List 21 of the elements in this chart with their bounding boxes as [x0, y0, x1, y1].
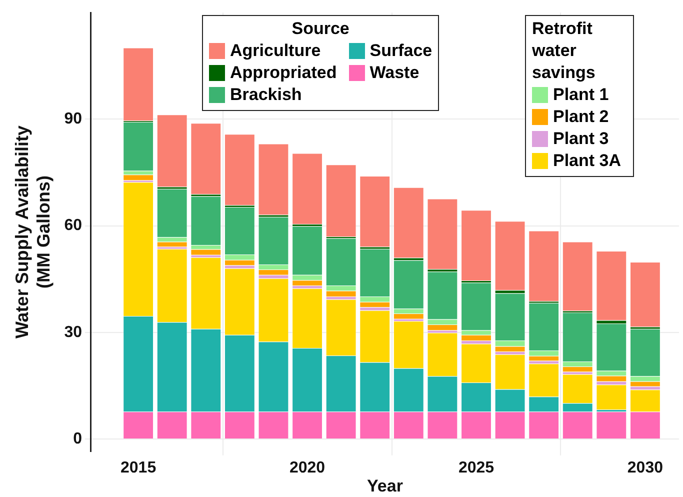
legend-label: Brackish — [230, 84, 302, 106]
y-tick-label: 90 — [64, 110, 82, 128]
x-tick-label: 2020 — [289, 459, 326, 476]
text: Source — [292, 19, 350, 38]
y-tick-label: 30 — [64, 324, 82, 341]
legend-label: Surface — [370, 40, 432, 62]
x-tick-label: 2015 — [120, 459, 156, 476]
text: Retrofit water savings — [532, 19, 596, 82]
legend-label: Plant 3 — [553, 128, 609, 150]
legend-label: Plant 3A — [553, 150, 622, 172]
y-tick-label: 0 — [73, 430, 82, 448]
legend-label: Appropriated — [230, 62, 337, 84]
legend-label: Plant 2 — [553, 106, 609, 128]
x-axis-title: Year — [367, 476, 404, 496]
x-tick-label: 2030 — [627, 459, 664, 476]
y-axis-title: Water Supply Availability (MM Gallons) — [12, 125, 54, 339]
legend-label: Waste — [370, 62, 420, 84]
x-tick-label: 2025 — [458, 459, 494, 476]
legend-label: Agriculture — [230, 40, 321, 62]
legend-label: Plant 1 — [553, 84, 609, 106]
y-tick-label: 60 — [64, 217, 82, 234]
